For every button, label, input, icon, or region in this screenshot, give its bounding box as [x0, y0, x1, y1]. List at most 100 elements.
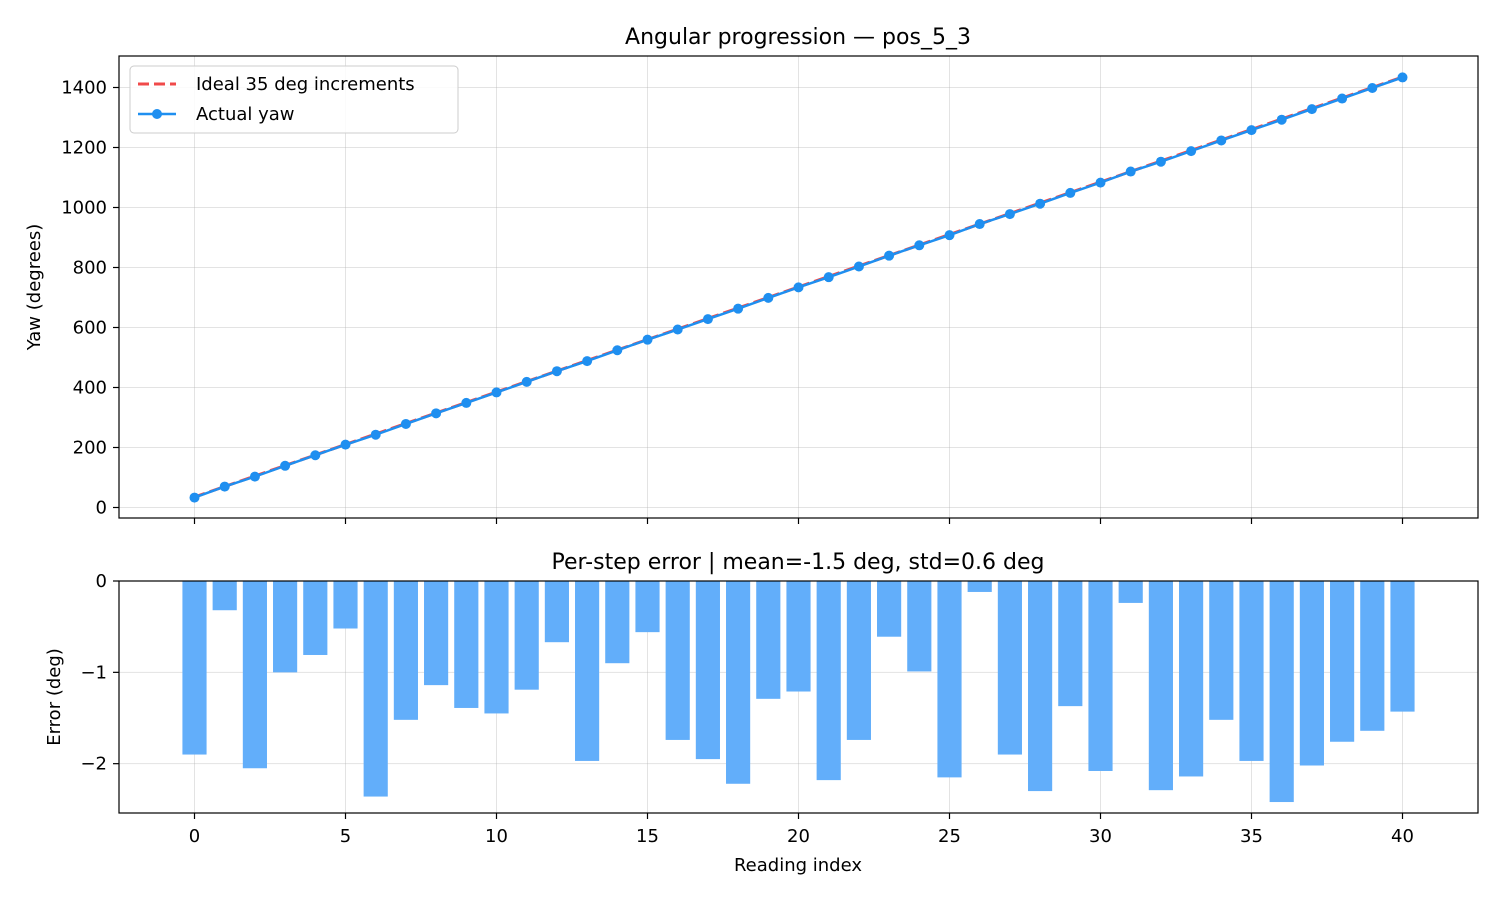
- error-bar: [665, 581, 690, 740]
- error-bar: [1330, 581, 1355, 742]
- data-point-actual: [642, 334, 653, 345]
- error-bar: [756, 581, 781, 699]
- top-chart-title: Angular progression — pos_5_3: [625, 25, 971, 50]
- error-bar: [1209, 581, 1234, 720]
- error-bar: [1360, 581, 1385, 731]
- top-series: [189, 72, 1408, 503]
- data-point-actual: [944, 230, 955, 241]
- error-bar: [726, 581, 751, 784]
- error-bar: [484, 581, 509, 714]
- bottom-x-tick-label: 5: [340, 826, 351, 847]
- data-point-actual: [189, 492, 200, 503]
- error-bar: [997, 581, 1022, 755]
- line-marker-icon-dot: [152, 109, 162, 119]
- bottom-y-tick-label: −1: [80, 662, 107, 683]
- data-point-actual: [219, 481, 230, 492]
- bottom-x-tick-label: 15: [636, 826, 659, 847]
- yaw-line-chart: Angular progression — pos_5_3 0 200 400 600…: [24, 25, 1479, 524]
- data-point-actual: [310, 450, 321, 461]
- data-point-actual: [974, 219, 985, 230]
- top-y-tick-label: 200: [73, 438, 107, 459]
- bottom-x-tick-label: 25: [938, 826, 961, 847]
- error-bar: [1269, 581, 1294, 803]
- data-point-actual: [672, 324, 683, 335]
- error-bar: [1299, 581, 1324, 766]
- error-bar: [816, 581, 841, 781]
- data-point-actual: [1186, 146, 1197, 157]
- data-point-actual: [582, 356, 593, 367]
- data-point-actual: [733, 303, 744, 314]
- data-point-actual: [1306, 104, 1317, 115]
- error-bar: [937, 581, 962, 778]
- error-bar: [846, 581, 871, 740]
- bottom-chart-title: Per-step error | mean=-1.5 deg, std=0.6 …: [552, 550, 1045, 575]
- error-bar: [1239, 581, 1264, 761]
- bottom-ticks: 0 5 10 15 20 25 30 35 40 0 −1 −2: [80, 571, 1414, 847]
- error-bar: [1058, 581, 1083, 707]
- error-bar: [907, 581, 932, 672]
- error-bar: [363, 581, 388, 797]
- data-point-actual: [793, 282, 804, 293]
- top-y-tick-label: 600: [73, 318, 107, 339]
- data-point-actual: [461, 397, 472, 408]
- error-bar: [967, 581, 992, 592]
- bottom-x-tick-label: 30: [1089, 826, 1112, 847]
- data-point-actual: [1155, 156, 1166, 167]
- data-point-actual: [1397, 72, 1408, 83]
- error-bar: [635, 581, 660, 633]
- bottom-x-tick-label: 40: [1391, 826, 1414, 847]
- legend-label-ideal: Ideal 35 deg increments: [196, 74, 415, 95]
- error-bar: [786, 581, 811, 692]
- data-point-actual: [1125, 166, 1136, 177]
- error-bar: [212, 581, 237, 611]
- error-bar: [695, 581, 720, 760]
- legend-label-actual: Actual yaw: [196, 104, 295, 125]
- data-point-actual: [1065, 187, 1076, 198]
- error-bar-chart: Per-step error | mean=-1.5 deg, std=0.6 …: [44, 550, 1479, 876]
- top-y-tick-label: 0: [96, 498, 107, 519]
- data-point-actual: [340, 439, 351, 450]
- legend: Ideal 35 deg increments Actual yaw: [129, 65, 459, 134]
- data-point-actual: [1004, 209, 1015, 220]
- bottom-x-tick-label: 10: [485, 826, 508, 847]
- top-y-tick-label: 1400: [61, 78, 107, 99]
- data-point-actual: [1035, 198, 1046, 209]
- error-bar: [1028, 581, 1053, 792]
- error-bar: [273, 581, 298, 673]
- bottom-x-tick-label: 35: [1240, 826, 1263, 847]
- error-bar: [424, 581, 449, 686]
- error-bar: [333, 581, 358, 629]
- data-point-actual: [431, 408, 442, 419]
- data-point-actual: [612, 345, 623, 356]
- data-point-actual: [400, 418, 411, 429]
- data-point-actual: [763, 292, 774, 303]
- data-point-actual: [370, 429, 381, 440]
- error-bar: [1148, 581, 1173, 791]
- top-y-tick-label: 1000: [61, 198, 107, 219]
- data-point-actual: [853, 261, 864, 272]
- bottom-bars: [182, 581, 1415, 803]
- error-bar: [514, 581, 539, 690]
- data-point-actual: [1095, 177, 1106, 188]
- data-point-actual: [823, 272, 834, 283]
- error-bar: [393, 581, 418, 720]
- error-bar: [1088, 581, 1113, 771]
- top-y-tick-label: 1200: [61, 138, 107, 159]
- data-point-actual: [280, 460, 291, 471]
- data-point-actual: [249, 471, 260, 482]
- error-bar: [454, 581, 479, 708]
- bottom-x-tick-label: 0: [189, 826, 200, 847]
- data-point-actual: [491, 387, 502, 398]
- data-point-actual: [914, 240, 925, 251]
- error-bar: [605, 581, 630, 664]
- error-bar: [877, 581, 902, 637]
- error-bar: [1390, 581, 1415, 712]
- bottom-x-axis-label: Reading index: [734, 855, 862, 876]
- error-bar: [1118, 581, 1143, 603]
- error-bar: [544, 581, 569, 643]
- top-ticks: 0 200 400 600 800 1000 1200 1400: [61, 78, 1404, 524]
- error-bar: [182, 581, 207, 755]
- error-bar: [1179, 581, 1204, 777]
- data-point-actual: [1337, 93, 1348, 104]
- data-point-actual: [1276, 114, 1287, 125]
